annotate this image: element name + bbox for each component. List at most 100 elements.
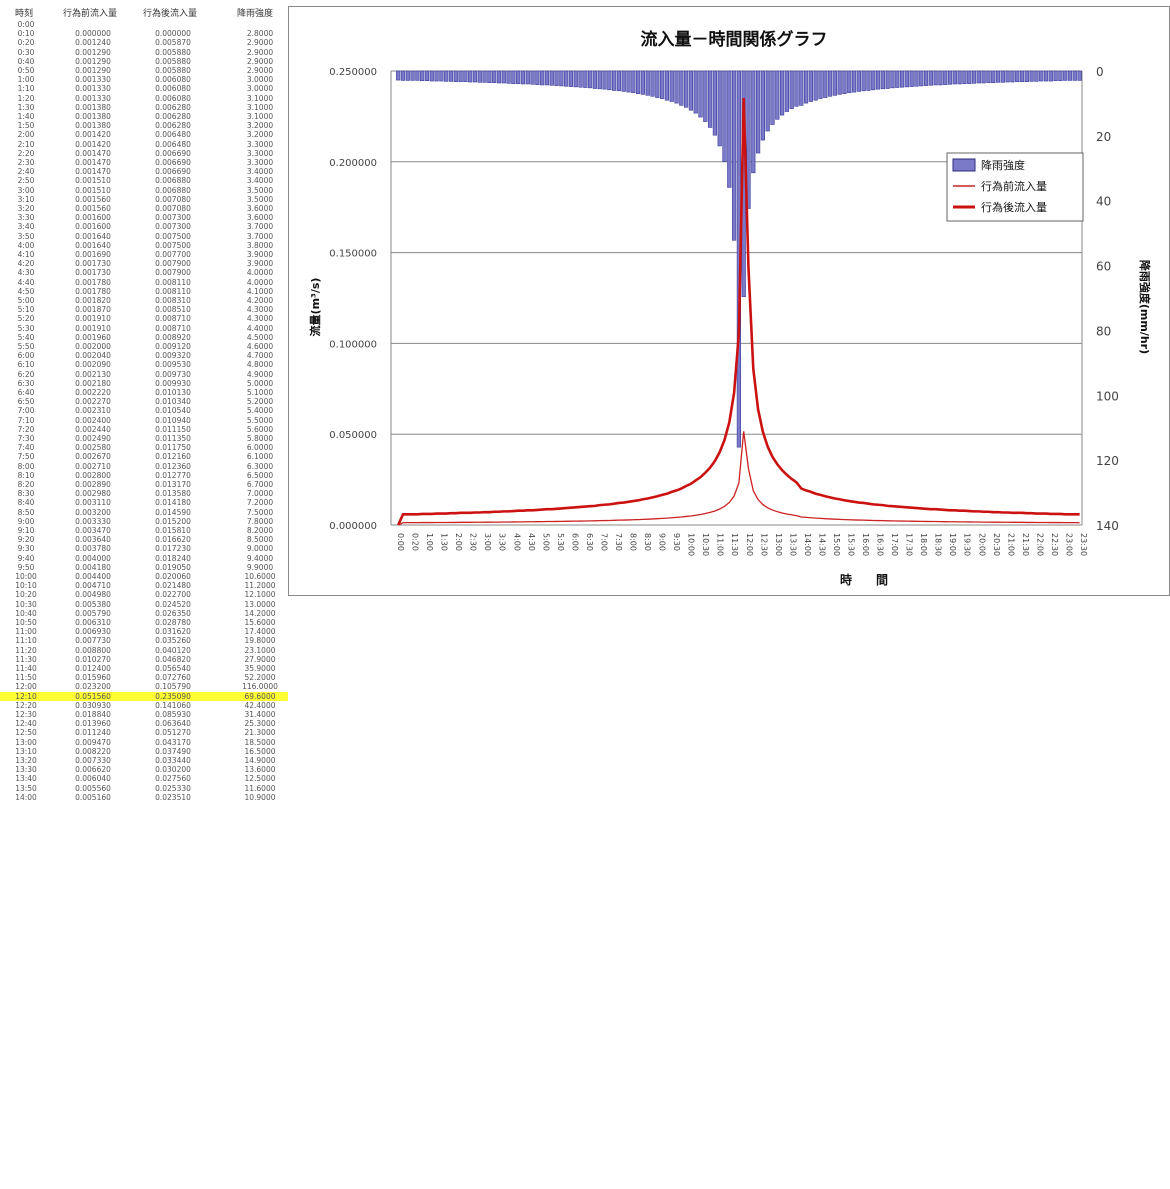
cell-before-inflow: 0.002440 bbox=[75, 424, 111, 434]
rain-bar bbox=[751, 70, 756, 174]
cell-after-inflow: 0.009730 bbox=[155, 369, 191, 379]
table-row: 13:20 0.007330 0.033440 14.9000 bbox=[0, 756, 288, 765]
cell-time: 5:50 bbox=[17, 342, 35, 351]
x-tick-label: 14:30 bbox=[817, 533, 826, 556]
cell-after-inflow: 0.006480 bbox=[155, 139, 191, 149]
cell-before-inflow: 0.003470 bbox=[75, 526, 111, 535]
table-row: 9:10 0.003470 0.015810 8.2000 bbox=[0, 526, 288, 535]
cell-before-inflow: 0.002180 bbox=[75, 378, 111, 388]
cell-rain-intensity: 3.7000 bbox=[246, 231, 274, 241]
cell-rain-intensity: 3.5000 bbox=[246, 194, 274, 204]
cell-rain-intensity: 2.9000 bbox=[246, 38, 274, 48]
cell-after-inflow: 0.015200 bbox=[155, 516, 191, 526]
cell-before-inflow: 0.004000 bbox=[75, 553, 111, 563]
chart-panel: 流入量－時間関係グラフ 0.000000 0.050000 0.100000 0.15… bbox=[288, 6, 1170, 596]
cell-time: 3:00 bbox=[17, 185, 35, 195]
cell-rain-intensity: 15.6000 bbox=[244, 618, 276, 627]
cell-time: 12:10 bbox=[15, 691, 37, 701]
cell-rain-intensity: 3.5000 bbox=[246, 185, 274, 195]
cell-rain-intensity: 14.9000 bbox=[244, 756, 276, 765]
cell-before-inflow: 0.001330 bbox=[75, 84, 111, 94]
cell-before-inflow: 0.012400 bbox=[75, 664, 111, 673]
rain-bar bbox=[405, 70, 410, 81]
cell-time: 13:10 bbox=[15, 746, 37, 756]
x-tick-label: 4:00 bbox=[512, 533, 521, 551]
x-tick-label: 19:30 bbox=[963, 533, 972, 556]
rain-bar bbox=[516, 70, 521, 84]
cell-before-inflow: 0.000000 bbox=[75, 29, 111, 39]
cell-rain-intensity: 5.4000 bbox=[246, 406, 274, 416]
cell-after-inflow: 0.006690 bbox=[155, 148, 191, 158]
cell-before-inflow: 0.001290 bbox=[75, 47, 111, 57]
rain-bar bbox=[602, 70, 607, 90]
rain-bar bbox=[434, 70, 439, 82]
x-tick-label: 11:30 bbox=[730, 533, 739, 556]
cell-after-inflow: 0.013580 bbox=[155, 489, 191, 499]
cell-before-inflow: 0.005160 bbox=[75, 792, 111, 802]
x-tick-label: 12:30 bbox=[759, 533, 768, 556]
rain-bar bbox=[573, 70, 578, 88]
rain-bar bbox=[626, 70, 631, 93]
cell-time: 10:40 bbox=[15, 608, 37, 618]
rain-bar bbox=[496, 70, 502, 84]
rain-bar bbox=[732, 70, 737, 241]
header-time: 時刻 bbox=[14, 9, 33, 19]
cell-before-inflow: 0.001960 bbox=[75, 332, 111, 342]
cell-after-inflow: 0.030200 bbox=[155, 765, 191, 775]
rain-bar bbox=[415, 70, 420, 81]
y-tick-label: 0.050000 bbox=[329, 430, 377, 441]
table-row: 1:00 0.001330 0.006080 3.0000 bbox=[0, 75, 288, 84]
cell-time: 11:20 bbox=[15, 645, 37, 655]
cell-rain-intensity: 5.2000 bbox=[246, 397, 274, 407]
cell-time: 11:50 bbox=[15, 673, 37, 683]
cell-time: 4:50 bbox=[17, 286, 35, 296]
rain-bar bbox=[655, 70, 660, 98]
rain-bars bbox=[396, 70, 1082, 448]
table-row: 3:30 0.001600 0.007300 3.6000 bbox=[0, 213, 288, 222]
rain-bar bbox=[1039, 70, 1044, 82]
cell-after-inflow: 0.012360 bbox=[155, 461, 191, 471]
table-row: 0:10 0.000000 0.000000 2.8000 bbox=[0, 29, 288, 38]
rain-bar bbox=[991, 70, 996, 83]
y2-tick-label: 140 bbox=[1096, 519, 1119, 533]
rain-bar bbox=[971, 70, 977, 84]
cell-time: 2:10 bbox=[17, 139, 35, 149]
x-axis-ticks: 0:00 0:20 1:00 1:30 2:00 2:30 3:00 3:30 4:00 4:30… bbox=[396, 533, 1088, 556]
cell-before-inflow: 0.001420 bbox=[75, 130, 111, 140]
cell-after-inflow: 0.007500 bbox=[155, 231, 191, 241]
cell-after-inflow: 0.008110 bbox=[155, 286, 191, 296]
cell-time: 2:30 bbox=[17, 158, 35, 167]
cell-after-inflow: 0.008710 bbox=[155, 323, 191, 333]
table-row: 2:10 0.001420 0.006480 3.3000 bbox=[0, 140, 288, 149]
cell-time: 0:50 bbox=[17, 66, 35, 75]
x-tick-label: 21:30 bbox=[1021, 533, 1030, 556]
cell-before-inflow: 0.001510 bbox=[75, 176, 111, 186]
rain-bar bbox=[1072, 70, 1077, 81]
cell-before-inflow: 0.001560 bbox=[75, 204, 111, 213]
cell-rain-intensity: 52.2000 bbox=[244, 673, 276, 683]
cell-before-inflow: 0.001600 bbox=[75, 213, 111, 223]
cell-rain-intensity: 35.9000 bbox=[244, 664, 276, 673]
cell-before-inflow: 0.001330 bbox=[75, 75, 111, 85]
cell-rain-intensity: 16.5000 bbox=[244, 746, 276, 756]
rain-bar bbox=[1010, 70, 1015, 83]
cell-rain-intensity: 21.3000 bbox=[244, 728, 276, 738]
rain-bar bbox=[679, 70, 684, 106]
table-row: 5:00 0.001820 0.008310 4.2000 bbox=[0, 296, 288, 305]
cell-time: 14:00 bbox=[15, 792, 37, 802]
rain-bar bbox=[525, 70, 530, 85]
cell-before-inflow: 0.001380 bbox=[75, 112, 111, 121]
cell-rain-intensity: 3.3000 bbox=[246, 158, 274, 167]
cell-before-inflow: 0.006620 bbox=[75, 765, 111, 775]
rain-bar bbox=[1034, 70, 1039, 82]
rain-bar bbox=[597, 70, 602, 90]
cell-before-inflow: 0.001730 bbox=[75, 268, 111, 278]
cell-time: 6:20 bbox=[17, 369, 35, 379]
table-row: 3:50 0.001640 0.007500 3.7000 bbox=[0, 232, 288, 241]
cell-time: 3:10 bbox=[17, 194, 35, 204]
rain-bar bbox=[1053, 70, 1058, 82]
table-row: 0:20 0.001240 0.005870 2.9000 bbox=[0, 38, 288, 47]
table-row: 13:10 0.008220 0.037490 16.5000 bbox=[0, 747, 288, 756]
rain-bar bbox=[1043, 70, 1049, 82]
cell-before-inflow: 0.004400 bbox=[75, 572, 111, 581]
